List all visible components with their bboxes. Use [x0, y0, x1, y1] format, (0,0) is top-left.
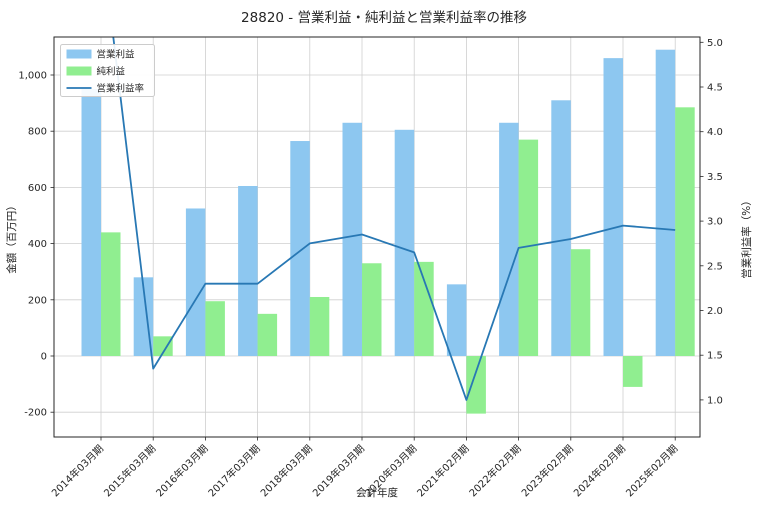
y-tick-label-right: 1.5 [707, 351, 723, 362]
legend-label: 純利益 [97, 66, 126, 78]
bar-operating-profit [551, 100, 571, 356]
bar-operating-profit [238, 185, 258, 356]
line-operating-margin [112, 37, 676, 401]
y-tick-label-right: 3.0 [707, 217, 723, 228]
x-axis-label: 会計年度 [356, 486, 398, 499]
y-tick-label-right: 2.5 [707, 261, 723, 272]
y-tick-label-left: 800 [28, 127, 47, 138]
y-tick-label-left: 400 [28, 239, 47, 250]
bar-operating-profit [290, 141, 310, 356]
bar-operating-profit [342, 122, 362, 357]
y-axis-label-left: 金額（百万円） [5, 200, 18, 274]
bar-net-profit [414, 261, 434, 356]
y-tick-label-right: 4.5 [707, 83, 723, 94]
bar-operating-profit [446, 284, 467, 356]
bar-net-profit [675, 107, 695, 356]
y-tick-label-right: 4.0 [707, 127, 723, 138]
legend-label: 営業利益率 [97, 83, 145, 95]
chart-title: 28820 - 営業利益・純利益と営業利益率の推移 [241, 9, 527, 26]
y-tick-label-right: 3.5 [707, 172, 723, 183]
bar-net-profit [309, 296, 330, 356]
y-tick-label-left: 600 [28, 183, 47, 194]
bar-operating-profit [603, 58, 623, 356]
y-tick-label-left: -200 [24, 408, 47, 419]
bar-net-profit [623, 356, 643, 387]
bar-operating-profit [394, 129, 415, 356]
y-tick-label-right: 1.0 [707, 395, 723, 406]
bar-operating-profit [185, 208, 206, 356]
bar-net-profit [257, 313, 278, 356]
y-tick-label-right: 5.0 [707, 38, 723, 49]
bar-net-profit [518, 139, 539, 356]
bar-net-profit [101, 232, 121, 356]
bar-net-profit [205, 301, 225, 356]
bar-operating-profit [655, 49, 676, 357]
bar-net-profit [153, 336, 173, 356]
y-tick-label-right: 2.0 [707, 306, 723, 317]
y-tick-label-left: 200 [28, 295, 47, 306]
bar-net-profit [362, 263, 382, 356]
bar-operating-profit [81, 89, 101, 357]
legend-label: 営業利益 [97, 49, 136, 61]
y-tick-label-left: 1,000 [18, 71, 47, 82]
bar-operating-profit [133, 277, 154, 356]
plot-border [53, 36, 701, 438]
bar-net-profit [466, 356, 486, 414]
legend-swatch-net-profit [66, 66, 92, 76]
legend-swatch-operating-profit [66, 49, 92, 59]
bar-operating-profit [499, 122, 519, 357]
bar-net-profit [570, 249, 591, 356]
y-tick-label-left: 0 [41, 352, 47, 363]
y-axis-label-right: 営業利益率（%） [740, 195, 753, 278]
